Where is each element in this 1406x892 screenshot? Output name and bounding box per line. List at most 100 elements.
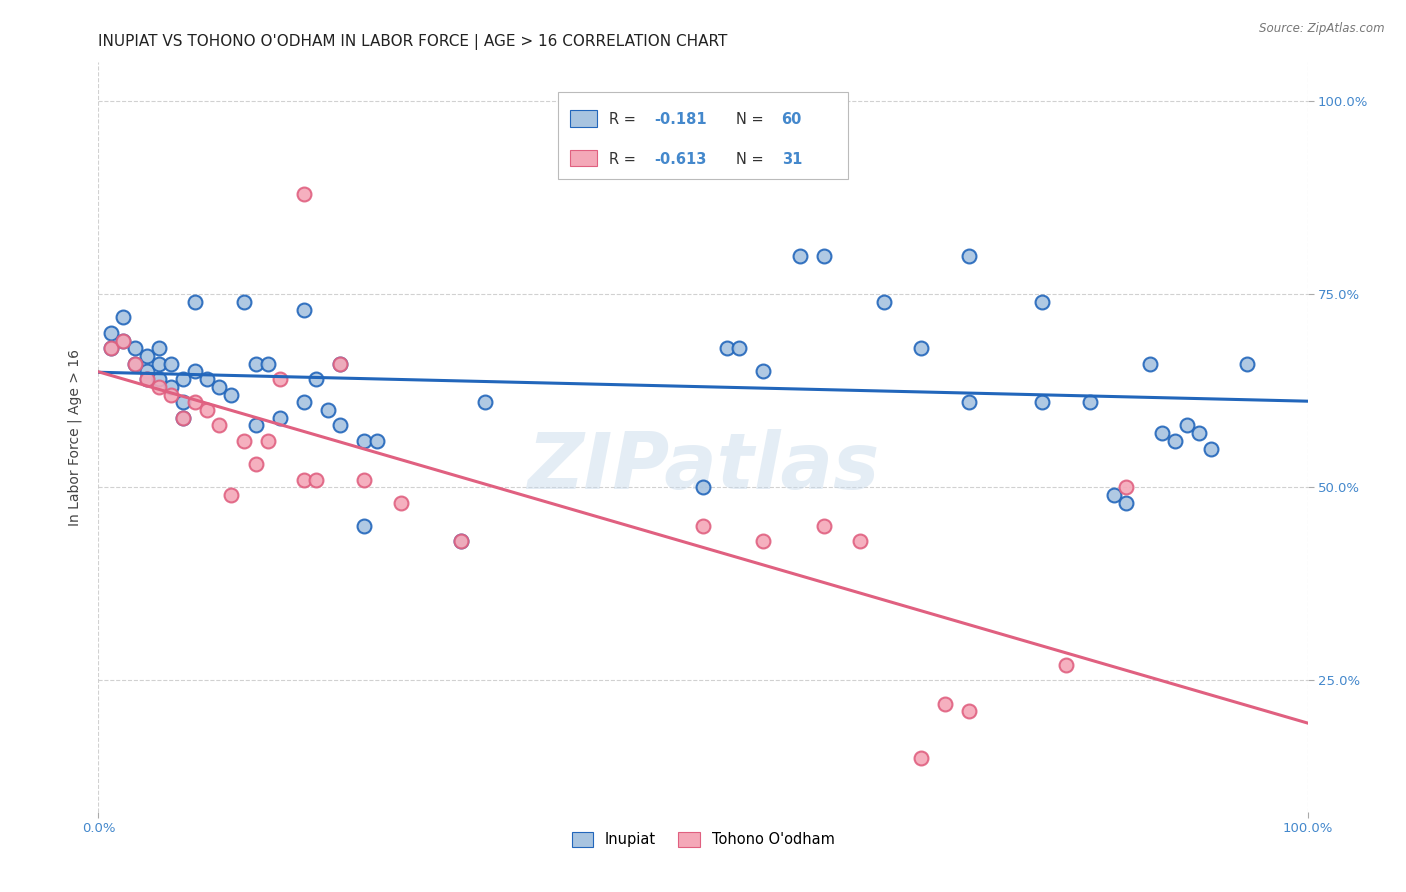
- Point: [292, 473, 315, 487]
- Legend: Inupiat, Tohono O'odham: Inupiat, Tohono O'odham: [565, 826, 841, 853]
- Point: [389, 496, 412, 510]
- Point: [124, 341, 146, 355]
- Point: [813, 519, 835, 533]
- Point: [789, 248, 811, 262]
- Point: [135, 372, 157, 386]
- Point: [245, 357, 267, 371]
- Point: [353, 473, 375, 487]
- Point: [450, 534, 472, 549]
- Text: R =: R =: [609, 153, 640, 167]
- Text: R =: R =: [609, 112, 640, 128]
- FancyBboxPatch shape: [569, 150, 596, 166]
- Point: [1188, 426, 1211, 441]
- Point: [305, 473, 328, 487]
- Point: [111, 334, 134, 348]
- Point: [160, 380, 183, 394]
- Point: [148, 357, 170, 371]
- Point: [752, 364, 775, 378]
- Point: [716, 341, 738, 355]
- Point: [195, 403, 218, 417]
- Point: [1054, 657, 1077, 672]
- Point: [124, 357, 146, 371]
- Point: [329, 357, 352, 371]
- Point: [208, 380, 231, 394]
- Point: [221, 387, 243, 401]
- Text: N =: N =: [735, 153, 768, 167]
- Point: [232, 294, 254, 309]
- Text: 31: 31: [782, 153, 801, 167]
- Point: [752, 534, 775, 549]
- Point: [934, 697, 956, 711]
- Point: [910, 341, 932, 355]
- Point: [692, 480, 714, 494]
- Point: [111, 310, 134, 325]
- Text: -0.613: -0.613: [655, 153, 707, 167]
- Text: INUPIAT VS TOHONO O'ODHAM IN LABOR FORCE | AGE > 16 CORRELATION CHART: INUPIAT VS TOHONO O'ODHAM IN LABOR FORCE…: [98, 34, 728, 50]
- Point: [329, 357, 352, 371]
- Point: [148, 341, 170, 355]
- Point: [474, 395, 496, 409]
- Point: [172, 395, 194, 409]
- Point: [256, 434, 278, 448]
- Point: [957, 248, 980, 262]
- Point: [1031, 395, 1053, 409]
- Text: -0.181: -0.181: [655, 112, 707, 128]
- Point: [160, 387, 183, 401]
- Point: [148, 372, 170, 386]
- Point: [184, 364, 207, 378]
- Point: [160, 357, 183, 371]
- Point: [269, 372, 291, 386]
- Point: [316, 403, 339, 417]
- Point: [232, 434, 254, 448]
- Point: [292, 395, 315, 409]
- Point: [1115, 480, 1137, 494]
- Point: [957, 395, 980, 409]
- Point: [957, 704, 980, 718]
- Text: Source: ZipAtlas.com: Source: ZipAtlas.com: [1260, 22, 1385, 36]
- Point: [124, 357, 146, 371]
- Point: [172, 410, 194, 425]
- Point: [208, 418, 231, 433]
- Text: N =: N =: [735, 112, 768, 128]
- Point: [184, 395, 207, 409]
- Point: [148, 380, 170, 394]
- Point: [1139, 357, 1161, 371]
- Point: [1078, 395, 1101, 409]
- Point: [221, 488, 243, 502]
- Point: [269, 410, 291, 425]
- FancyBboxPatch shape: [569, 110, 596, 127]
- Point: [172, 410, 194, 425]
- Point: [329, 418, 352, 433]
- Point: [172, 372, 194, 386]
- Point: [245, 418, 267, 433]
- Point: [1115, 496, 1137, 510]
- Point: [873, 294, 896, 309]
- Point: [1199, 442, 1222, 456]
- Point: [692, 519, 714, 533]
- Point: [256, 357, 278, 371]
- Point: [1175, 418, 1198, 433]
- Point: [111, 334, 134, 348]
- Point: [1152, 426, 1174, 441]
- Point: [184, 294, 207, 309]
- Point: [849, 534, 872, 549]
- Text: 60: 60: [782, 112, 801, 128]
- Point: [1163, 434, 1185, 448]
- Point: [305, 372, 328, 386]
- Point: [353, 519, 375, 533]
- Point: [1102, 488, 1125, 502]
- Point: [1031, 294, 1053, 309]
- Point: [135, 364, 157, 378]
- Y-axis label: In Labor Force | Age > 16: In Labor Force | Age > 16: [67, 349, 83, 525]
- Text: ZIPatlas: ZIPatlas: [527, 429, 879, 505]
- Point: [292, 186, 315, 201]
- Point: [100, 326, 122, 340]
- Point: [450, 534, 472, 549]
- Point: [353, 434, 375, 448]
- FancyBboxPatch shape: [558, 93, 848, 178]
- Point: [1236, 357, 1258, 371]
- Point: [100, 341, 122, 355]
- Point: [195, 372, 218, 386]
- Point: [292, 302, 315, 317]
- Point: [100, 341, 122, 355]
